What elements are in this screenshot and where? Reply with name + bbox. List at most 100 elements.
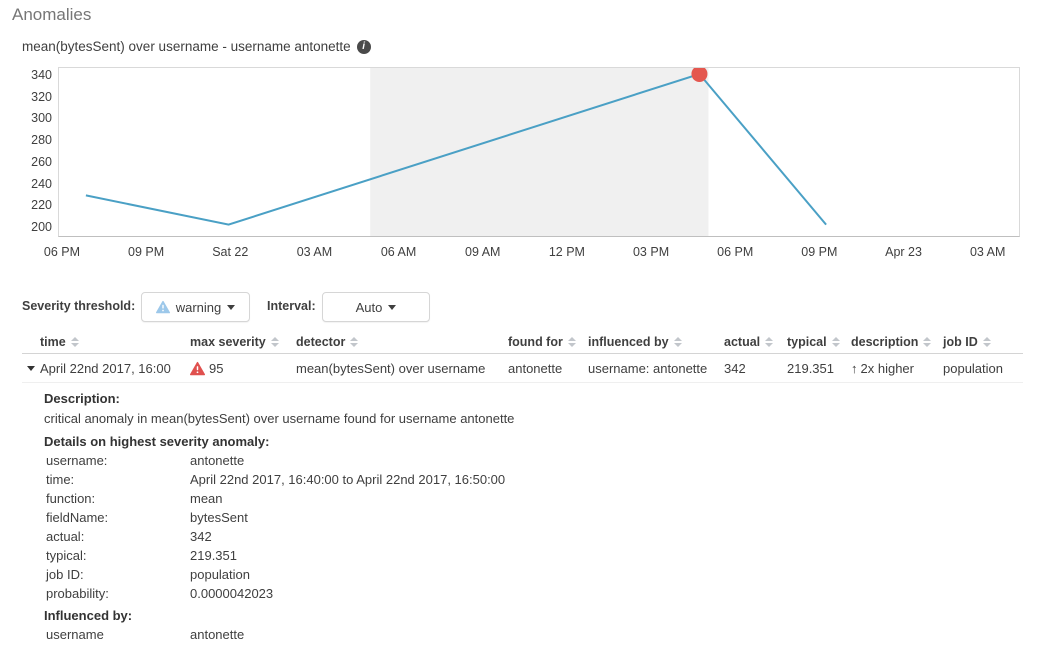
- column-header-influenced-by[interactable]: influenced by: [588, 335, 724, 349]
- series-line: [85, 72, 827, 226]
- x-axis-label: Apr 23: [885, 245, 922, 259]
- x-axis-label: 06 AM: [380, 245, 417, 259]
- column-header-detector[interactable]: detector: [296, 335, 508, 349]
- anomalies-table: time max severity detector found for inf…: [22, 330, 1023, 383]
- detail-value: mean: [190, 491, 223, 506]
- detail-value: 0.0000042023: [190, 586, 274, 601]
- sort-icon: [831, 336, 840, 347]
- detail-row: probability: 0.0000042023: [46, 584, 505, 603]
- severity-threshold-select[interactable]: warning: [141, 292, 250, 322]
- interval-select[interactable]: Auto: [322, 292, 430, 322]
- cell-found-for: antonette: [508, 360, 563, 376]
- detail-label: username:: [46, 453, 108, 468]
- detail-row: time: April 22nd 2017, 16:40:00 to April …: [46, 470, 505, 489]
- interval-value: Auto: [355, 299, 383, 315]
- description-heading: Description:: [44, 391, 120, 406]
- column-header-job-id[interactable]: job ID: [943, 335, 1023, 349]
- x-axis-label: 12 PM: [548, 245, 585, 259]
- detail-value: population: [190, 567, 250, 582]
- cell-influenced-by: username: antonette: [588, 360, 708, 376]
- detail-label: probability:: [46, 586, 109, 601]
- detail-row: fieldName: bytesSent: [46, 508, 505, 527]
- detail-row: typical: 219.351: [46, 546, 505, 565]
- sort-icon: [982, 336, 991, 347]
- detail-row: job ID: population: [46, 565, 505, 584]
- column-header-actual[interactable]: actual: [724, 335, 787, 349]
- caret-down-icon: [388, 304, 397, 310]
- x-axis-label: 06 PM: [43, 245, 81, 259]
- details-rows: username: antonette time: April 22nd 2017, …: [46, 451, 505, 603]
- detail-value: 219.351: [190, 548, 237, 563]
- x-axis-label: Sat 22: [212, 245, 249, 259]
- detail-value: antonette: [190, 453, 245, 468]
- severity-threshold-value: warning: [175, 299, 222, 315]
- detail-label: username: [46, 627, 104, 642]
- severity-score: 95: [209, 360, 224, 376]
- y-axis-label: 260: [31, 154, 52, 169]
- table-row: April 22nd 2017, 16:00 95 mean(bytesSent…: [22, 354, 1023, 383]
- influenced-rows: username antonette: [46, 625, 244, 644]
- table-header-row: time max severity detector found for inf…: [22, 330, 1023, 354]
- detail-label: actual:: [46, 529, 85, 544]
- severity-threshold-label: Severity threshold:: [22, 299, 136, 313]
- warning-icon: [155, 300, 170, 314]
- cell-typical: 219.351: [787, 360, 834, 376]
- column-header-typical[interactable]: typical: [787, 335, 851, 349]
- y-axis-label: 240: [31, 176, 52, 191]
- x-axis-label: 03 AM: [969, 245, 1006, 259]
- chart-subtitle: mean(bytesSent) over username - username…: [22, 39, 371, 54]
- influenced-by-heading: Influenced by:: [44, 608, 133, 623]
- cell-max-severity: 95: [190, 361, 296, 376]
- detail-value: April 22nd 2017, 16:40:00 to April 22nd …: [190, 472, 506, 487]
- column-header-found-for[interactable]: found for: [508, 335, 588, 349]
- anomaly-marker[interactable]: [691, 68, 708, 82]
- x-axis-label: 06 PM: [717, 245, 754, 259]
- arrow-up-icon: ↑: [851, 360, 858, 376]
- page-title: Anomalies: [12, 5, 92, 24]
- detail-label: function:: [46, 491, 96, 506]
- y-axis-label: 280: [31, 133, 52, 148]
- detail-row: username antonette: [46, 625, 244, 644]
- details-heading: Details on highest severity anomaly:: [44, 434, 270, 449]
- detail-row: actual: 342: [46, 527, 505, 546]
- column-header-description[interactable]: description: [851, 335, 943, 349]
- y-axis-label: 220: [31, 198, 52, 213]
- selection-band[interactable]: [370, 68, 709, 236]
- sort-icon: [270, 336, 279, 347]
- column-header-max-severity[interactable]: max severity: [190, 335, 296, 349]
- detail-value: 342: [190, 529, 212, 544]
- sort-icon: [673, 336, 682, 347]
- cell-actual: 342: [724, 360, 746, 376]
- sort-icon: [350, 336, 359, 347]
- sort-icon: [923, 336, 932, 347]
- cell-description: ↑ 2x higher: [851, 360, 914, 376]
- cell-detector: mean(bytesSent) over username: [296, 360, 486, 376]
- detail-row: username: antonette: [46, 451, 505, 470]
- detail-value: antonette: [190, 627, 245, 642]
- y-axis-label: 200: [31, 219, 52, 234]
- description-text: critical anomaly in mean(bytesSent) over…: [44, 411, 515, 426]
- anomaly-chart-plot[interactable]: [58, 67, 1020, 237]
- x-axis-label: 09 AM: [465, 245, 501, 259]
- y-axis-label: 340: [31, 68, 52, 83]
- row-expander-caret-icon[interactable]: [27, 365, 35, 371]
- detail-label: job ID:: [46, 567, 84, 582]
- x-axis-label: 09 PM: [801, 245, 838, 259]
- x-axis-label: 09 PM: [128, 245, 165, 259]
- sort-icon: [765, 336, 774, 347]
- column-header-time[interactable]: time: [40, 335, 190, 349]
- cell-job-id: population: [943, 360, 1003, 376]
- chart-subtitle-text: mean(bytesSent) over username - username…: [22, 39, 351, 54]
- sort-icon: [70, 336, 79, 347]
- y-axis-label: 320: [31, 89, 52, 104]
- interval-label: Interval:: [267, 299, 316, 313]
- detail-row: function: mean: [46, 489, 505, 508]
- detail-label: fieldName:: [46, 510, 109, 525]
- detail-value: bytesSent: [190, 510, 248, 525]
- info-icon[interactable]: i: [356, 39, 371, 54]
- sort-icon: [567, 336, 576, 347]
- anomaly-chart-svg[interactable]: [59, 68, 1019, 236]
- x-axis-label: 03 PM: [632, 245, 670, 259]
- detail-label: time:: [46, 472, 75, 487]
- cell-time: April 22nd 2017, 16:00: [40, 360, 171, 376]
